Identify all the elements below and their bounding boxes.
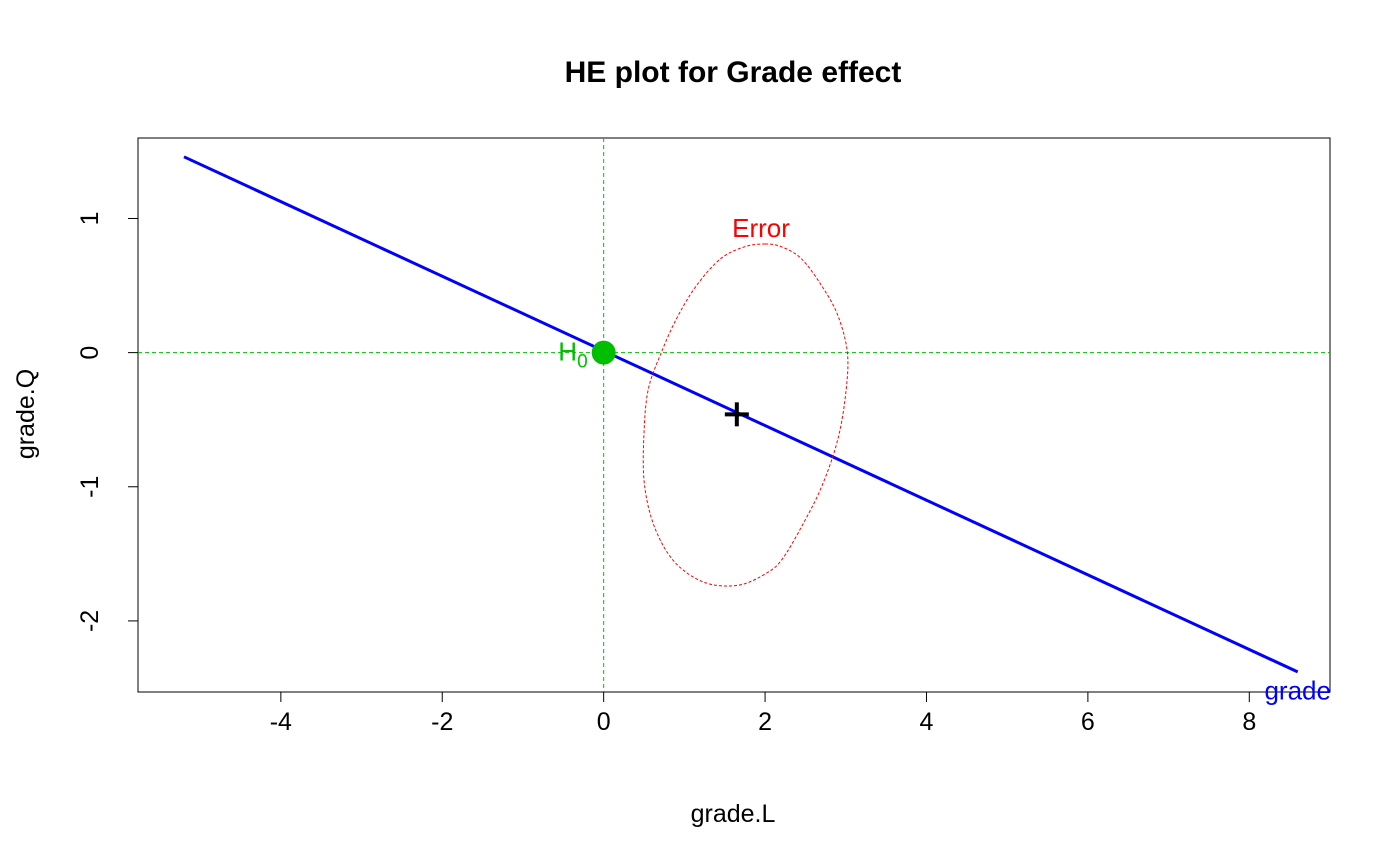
x-axis-label: grade.L	[691, 800, 776, 828]
plot-area: -4 -2 0 2 4 6 8 -2 -1 0 1 H0 Error grade	[76, 137, 1331, 736]
y-tick-label: -1	[76, 476, 104, 498]
y-tick-label: 0	[76, 346, 104, 360]
x-tick-label: 0	[597, 708, 611, 736]
h0-point-marker	[591, 340, 616, 365]
y-axis-label: grade.Q	[12, 369, 40, 459]
annotation-grade: grade	[1264, 676, 1331, 706]
x-tick-label: -2	[431, 708, 453, 736]
error-ellipse	[642, 243, 849, 587]
x-tick-label: 4	[920, 708, 934, 736]
x-tick-label: 8	[1242, 708, 1256, 736]
x-tick-label: 6	[1081, 708, 1095, 736]
annotation-error: Error	[732, 213, 790, 243]
h0-label: H0	[558, 337, 587, 373]
x-tick-label: 2	[758, 708, 772, 736]
y-tick-label: -2	[76, 610, 104, 632]
x-tick-label: -4	[270, 708, 292, 736]
y-tick-label: 1	[76, 212, 104, 226]
chart-title: HE plot for Grade effect	[565, 56, 902, 89]
